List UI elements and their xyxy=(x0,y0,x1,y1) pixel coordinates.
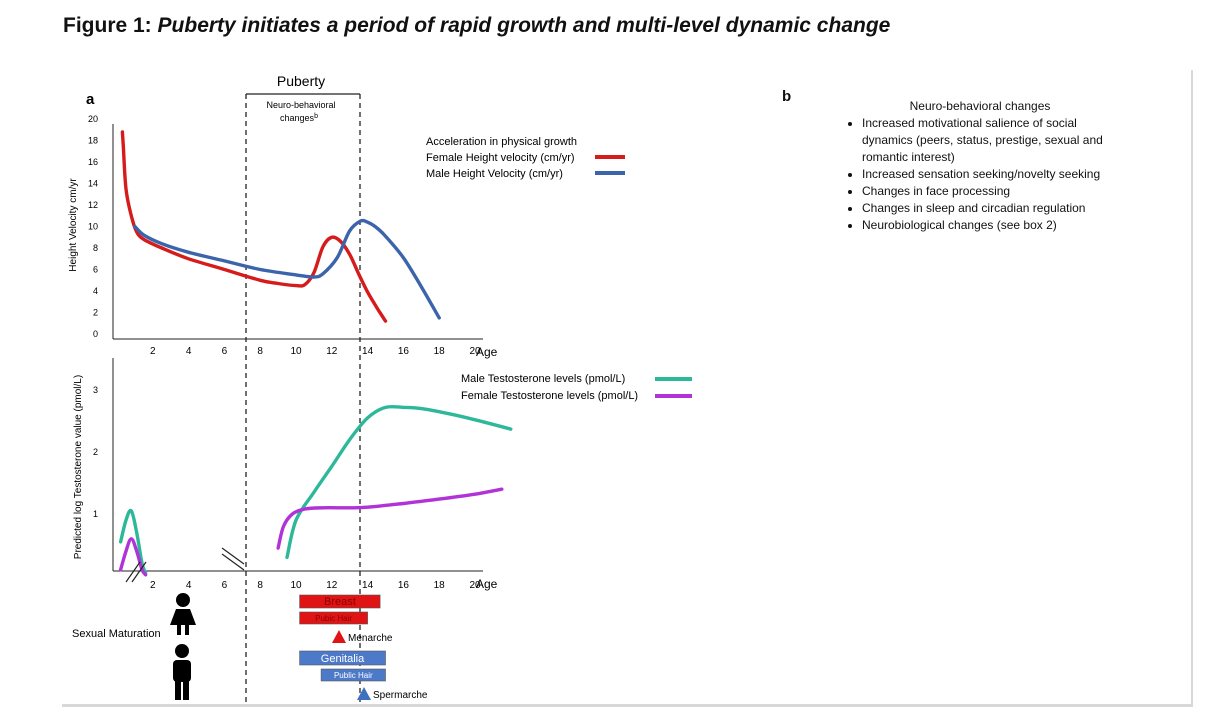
x-tick-label: 10 xyxy=(290,580,302,591)
y-tick-label: 14 xyxy=(88,179,98,189)
bottom-y-label: Predicted log Testosterone value (pmol/L… xyxy=(73,375,84,559)
x-tick-label: 8 xyxy=(257,580,263,591)
legend-male-height: Male Height Velocity (cm/yr) xyxy=(426,168,563,180)
list-item: Increased motivational salience of socia… xyxy=(862,115,1115,166)
x-tick-label: 6 xyxy=(222,346,228,357)
neuro-box-superscript: b xyxy=(314,113,318,120)
maturation-bar-label: Breast xyxy=(324,596,356,608)
maturation-triangle-label: Spermarche xyxy=(373,690,428,701)
legend-female-testosterone: Female Testosterone levels (pmol/L) xyxy=(461,390,638,402)
bottom-x-label: Age xyxy=(476,577,498,591)
series-line-1-0-0 xyxy=(118,508,148,575)
series-line-0-1-0 xyxy=(133,218,441,320)
legend-male-testosterone: Male Testosterone levels (pmol/L) xyxy=(461,373,625,385)
x-tick-label: 18 xyxy=(434,346,446,357)
maturation-bar xyxy=(320,668,386,682)
neuro-box-label-line1: Neuro-behavioral xyxy=(266,100,335,110)
panel-b-heading: Neuro-behavioral changes xyxy=(909,99,1051,113)
x-tick-label: 16 xyxy=(398,580,410,591)
maturation-bar xyxy=(299,650,386,666)
x-tick-label: 4 xyxy=(186,346,192,357)
y-tick-label: 16 xyxy=(88,157,98,167)
maturation-bar xyxy=(299,611,368,625)
y-tick-label: 8 xyxy=(93,243,98,253)
top-legend-title: Acceleration in physical growth xyxy=(426,136,577,148)
x-tick-label: 4 xyxy=(186,580,192,591)
x-tick-label: 12 xyxy=(326,580,338,591)
x-tick-label: 14 xyxy=(362,580,374,591)
series-line-0-0-0 xyxy=(120,130,388,323)
panel-a-label: a xyxy=(86,91,95,108)
y-tick-label: 20 xyxy=(88,114,98,124)
maturation-triangle xyxy=(332,630,346,643)
neuro-box-label-line2: changesb xyxy=(280,113,318,123)
axis-break-mark-4 xyxy=(221,547,245,565)
y-tick-label: 10 xyxy=(88,222,98,232)
series-line-1-0-1 xyxy=(285,404,513,560)
x-tick-label: 20 xyxy=(469,580,481,591)
top-y-label: Height Velocity cm/yr xyxy=(68,178,79,272)
x-tick-label: 2 xyxy=(150,580,156,591)
panel-b: Neuro-behavioral changes Increased motiv… xyxy=(845,98,1115,234)
legend-female-height: Female Height velocity (cm/yr) xyxy=(426,152,575,164)
maturation-bar-label: Public Hair xyxy=(334,671,373,680)
y-tick-label: 2 xyxy=(93,447,98,457)
maturation-triangle xyxy=(357,687,371,700)
maturation-bar xyxy=(299,594,381,609)
x-tick-label: 10 xyxy=(290,346,302,357)
top-x-label: Age xyxy=(476,345,498,359)
maturation-bar-label: Pubic Hair xyxy=(315,614,352,623)
male-person-icon xyxy=(173,644,191,700)
axis-break-mark-1 xyxy=(125,561,141,583)
x-tick-label: 8 xyxy=(257,346,263,357)
y-tick-label: 2 xyxy=(93,308,98,318)
sexual-maturation-label: Sexual Maturation xyxy=(72,628,161,640)
x-tick-label: 18 xyxy=(434,580,446,591)
puberty-label: Puberty xyxy=(277,73,325,89)
series-line-1-1-1 xyxy=(276,487,504,550)
axis-break-mark-3 xyxy=(221,553,245,571)
y-tick-label: 0 xyxy=(93,329,98,339)
y-tick-label: 4 xyxy=(93,286,98,296)
list-item: Changes in sleep and circadian regulatio… xyxy=(862,200,1115,217)
y-tick-label: 3 xyxy=(93,385,98,395)
axis-break-mark-2 xyxy=(131,561,147,583)
figure-title: Figure 1: Puberty initiates a period of … xyxy=(63,14,891,37)
list-item: Changes in face processing xyxy=(862,183,1115,200)
height-velocity-chart: Height Velocity cm/yr Age 0 2 4 6 8 10 12 14 16 1… xyxy=(68,114,625,359)
panel-b-label: b xyxy=(782,88,792,105)
y-tick-label: 6 xyxy=(93,265,98,275)
y-tick-label: 18 xyxy=(88,136,98,146)
figure-panel xyxy=(62,70,1193,707)
y-tick-label: 12 xyxy=(88,200,98,210)
maturation-bar-label: Genitalia xyxy=(321,653,365,665)
list-item: Increased sensation seeking/novelty seek… xyxy=(862,166,1115,183)
x-tick-label: 14 xyxy=(362,346,374,357)
panel-b-list: Increased motivational salience of socia… xyxy=(845,115,1115,234)
maturation-triangle-label: Menarche xyxy=(348,633,393,644)
list-item: Neurobiological changes (see box 2) xyxy=(862,217,1115,234)
x-tick-label: 2 xyxy=(150,346,156,357)
series-line-1-1-0 xyxy=(118,537,148,577)
x-tick-label: 6 xyxy=(222,580,228,591)
testosterone-chart: Predicted log Testosterone value (pmol/L… xyxy=(73,358,692,591)
x-tick-label: 12 xyxy=(326,346,338,357)
x-tick-label: 16 xyxy=(398,346,410,357)
y-tick-label: 1 xyxy=(93,509,98,519)
neuro-box-label-changes: changes xyxy=(280,113,315,123)
female-person-icon xyxy=(170,593,196,635)
x-tick-label: 20 xyxy=(469,346,481,357)
